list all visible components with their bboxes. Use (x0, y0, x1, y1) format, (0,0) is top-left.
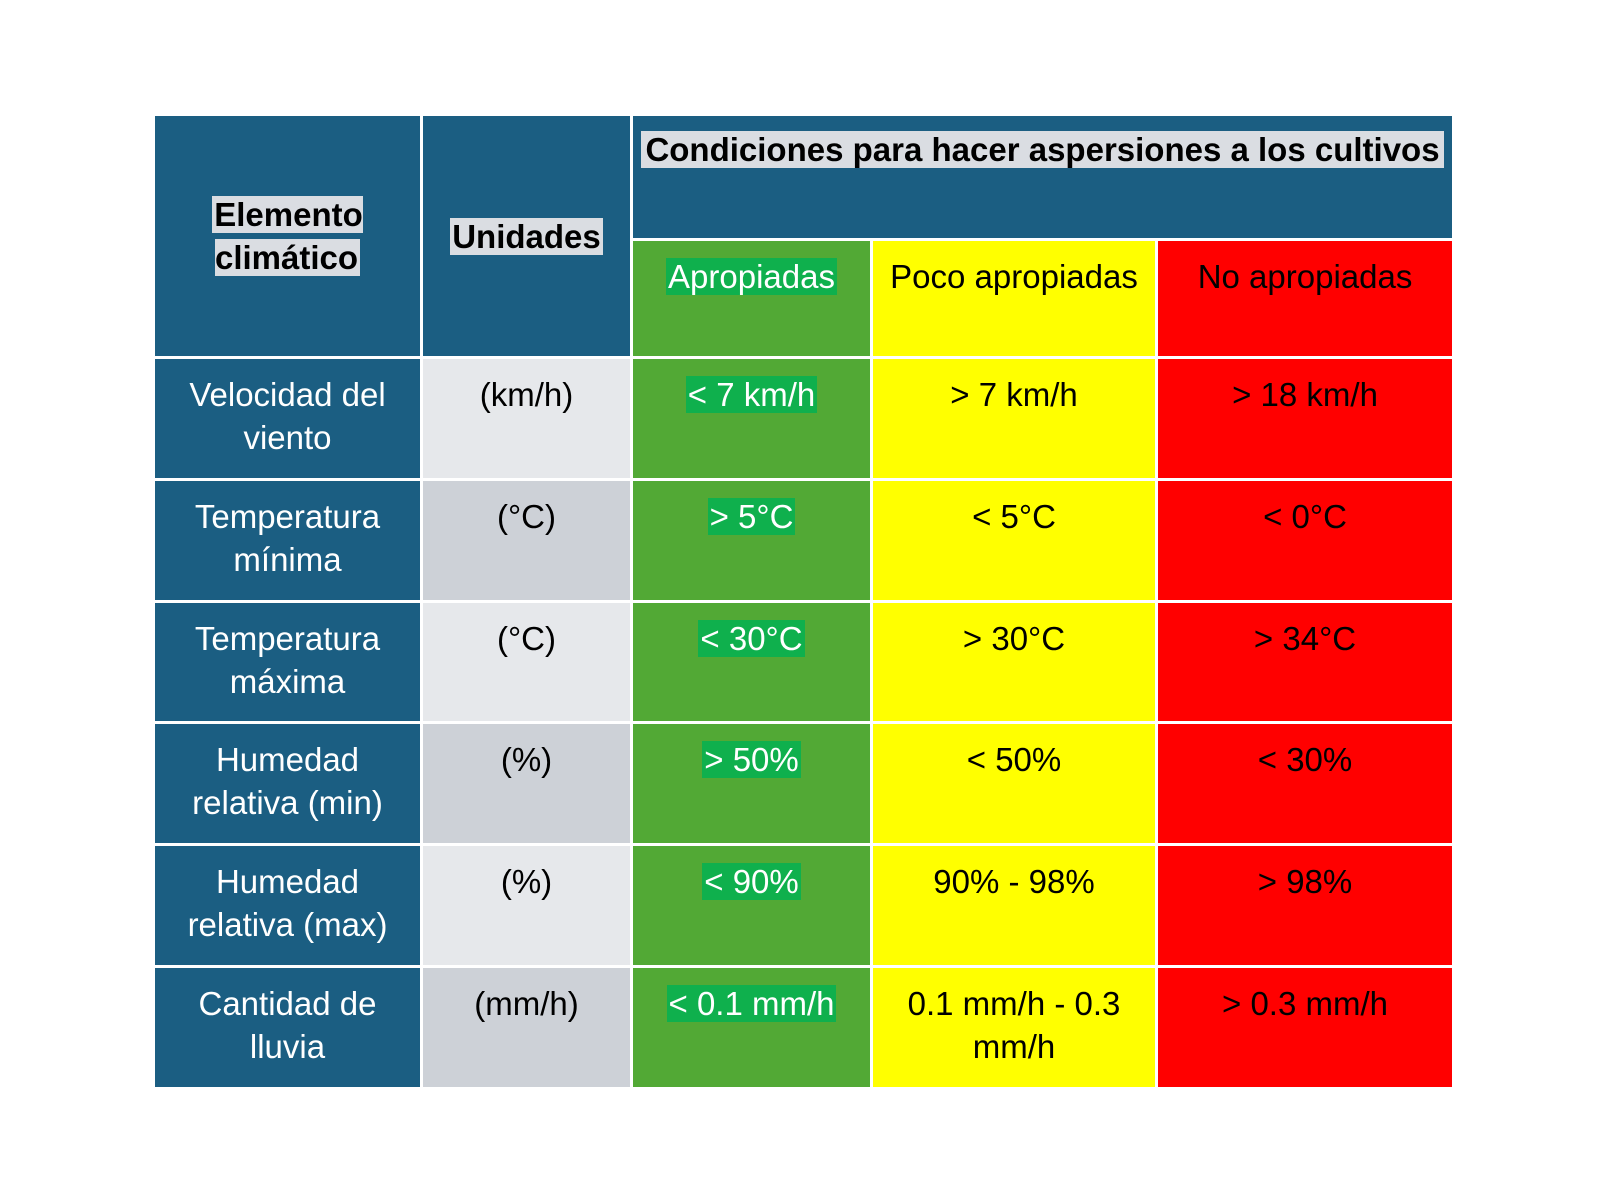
header-units: Unidades (420, 113, 633, 359)
table-row: Temperatura mínima (°C) > 5°C < 5°C < 0°… (152, 477, 1456, 603)
element-cell: Temperatura máxima (152, 599, 423, 725)
units-cell: (%) (420, 843, 633, 969)
units-cell: (%) (420, 721, 633, 847)
not-cell: > 18 km/h (1154, 356, 1456, 481)
appropriate-value: < 0.1 mm/h (666, 985, 837, 1023)
spray-conditions-table-container: Elemento climático Unidades Condiciones … (152, 113, 1456, 1090)
element-cell: Humedad relativa (max) (152, 843, 423, 969)
appropriate-value: > 50% (702, 741, 801, 779)
category-not-label: No apropiadas (1197, 258, 1413, 295)
category-somewhat-label: Poco apropiadas (890, 258, 1138, 295)
somewhat-cell: > 30°C (870, 599, 1158, 725)
not-cell: > 34°C (1154, 599, 1456, 725)
header-element-label: Elemento climático (212, 196, 363, 276)
somewhat-cell: < 5°C (870, 477, 1158, 603)
category-appropriate-label: Apropiadas (666, 258, 837, 295)
somewhat-cell: > 7 km/h (870, 356, 1158, 481)
units-cell: (°C) (420, 599, 633, 725)
header-conditions-label: Condiciones para hacer aspersiones a los… (641, 131, 1444, 168)
header-element: Elemento climático (152, 113, 423, 359)
header-units-label: Unidades (450, 217, 603, 255)
appropriate-cell: < 90% (630, 843, 873, 969)
units-cell: (mm/h) (420, 965, 633, 1090)
category-somewhat: Poco apropiadas (870, 238, 1158, 359)
somewhat-cell: 0.1 mm/h - 0.3 mm/h (870, 965, 1158, 1090)
not-cell: < 30% (1154, 721, 1456, 847)
element-cell: Cantidad de lluvia (152, 965, 423, 1090)
somewhat-cell: 90% - 98% (870, 843, 1158, 969)
category-row: Apropiadas Poco apropiadas No apropiadas (154, 238, 1456, 359)
units-cell: (°C) (420, 477, 633, 603)
not-cell: > 98% (1154, 843, 1456, 969)
table-row: Humedad relativa (max) (%) < 90% 90% - 9… (152, 843, 1456, 969)
table-row: Humedad relativa (min) (%) > 50% < 50% <… (152, 721, 1456, 847)
element-cell: Velocidad del viento (152, 356, 423, 481)
table-row: Temperatura máxima (°C) < 30°C > 30°C > … (152, 599, 1456, 725)
appropriate-cell: < 30°C (630, 599, 873, 725)
table-row: Velocidad del viento (km/h) < 7 km/h > 7… (152, 356, 1456, 481)
category-appropriate: Apropiadas (630, 238, 873, 359)
appropriate-value: < 7 km/h (685, 376, 818, 413)
element-cell: Humedad relativa (min) (152, 721, 423, 847)
header-conditions: Condiciones para hacer aspersiones a los… (629, 113, 1456, 241)
appropriate-cell: < 0.1 mm/h (630, 965, 873, 1090)
appropriate-value: > 5°C (707, 497, 796, 535)
not-cell: > 0.3 mm/h (1154, 965, 1456, 1090)
not-cell: < 0°C (1154, 477, 1456, 603)
category-not: No apropiadas (1154, 238, 1456, 359)
units-cell: (km/h) (420, 356, 633, 481)
appropriate-value: < 30°C (698, 619, 805, 657)
appropriate-cell: > 50% (630, 721, 873, 847)
appropriate-value: < 90% (702, 863, 801, 901)
somewhat-cell: < 50% (870, 721, 1158, 847)
header-row: Elemento climático Unidades Condiciones … (152, 113, 1456, 359)
appropriate-cell: < 7 km/h (630, 356, 873, 481)
table-row: Cantidad de lluvia (mm/h) < 0.1 mm/h 0.1… (152, 965, 1456, 1090)
element-cell: Temperatura mínima (152, 477, 423, 603)
spray-conditions-table: Elemento climático Unidades Condiciones … (152, 113, 1456, 1090)
appropriate-cell: > 5°C (630, 477, 873, 603)
